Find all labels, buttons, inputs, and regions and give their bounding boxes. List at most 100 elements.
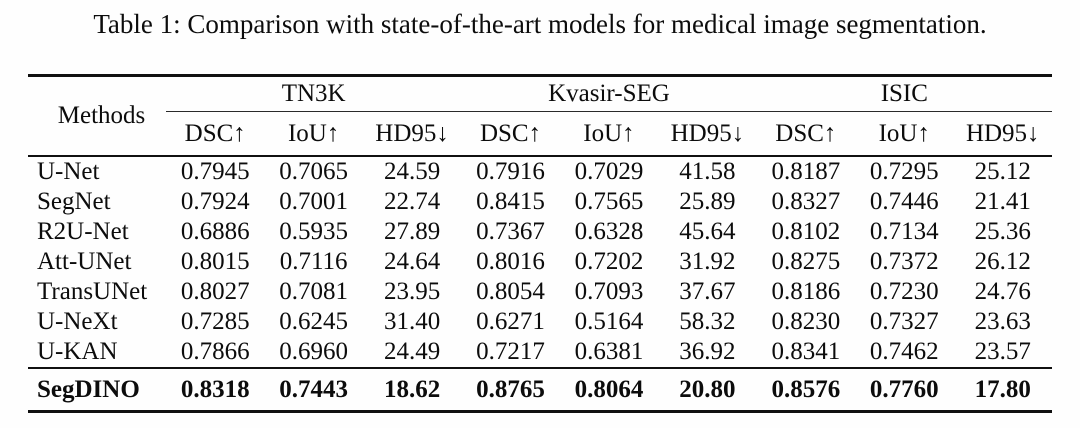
value-cell: 21.41 bbox=[974, 188, 1031, 215]
methods-column-header: Methods bbox=[28, 74, 166, 157]
value-cell: 0.7093 bbox=[574, 278, 644, 305]
method-cell: U-NeXt bbox=[37, 308, 118, 335]
metric-header: IoU↑ bbox=[855, 111, 954, 157]
value-cell: 0.6886 bbox=[180, 218, 250, 245]
value-cell: 20.80 bbox=[658, 367, 757, 413]
value-cell: 0.7367 bbox=[476, 218, 545, 245]
value-cell: 0.8576 bbox=[756, 367, 856, 413]
value-cell: 0.8102 bbox=[771, 218, 841, 245]
value-cell: 0.7327 bbox=[869, 308, 939, 335]
value-cell: 0.8027 bbox=[180, 278, 250, 305]
value-cell: 0.7446 bbox=[869, 188, 939, 215]
value-cell: 0.6328 bbox=[574, 218, 644, 245]
value-cell: 0.7285 bbox=[180, 308, 250, 335]
value-cell: 0.8230 bbox=[771, 308, 841, 335]
value-cell: 23.57 bbox=[974, 338, 1031, 365]
group-header-tn3k: TN3K bbox=[166, 74, 462, 112]
table-row: Att-UNet 0.8015 0.7116 24.64 0.8016 0.7202 31.… bbox=[28, 247, 1052, 277]
value-cell: 0.7029 bbox=[574, 158, 644, 185]
value-cell: 45.64 bbox=[679, 218, 736, 245]
value-cell: 0.7081 bbox=[279, 278, 349, 305]
value-cell: 41.58 bbox=[679, 158, 736, 185]
value-cell: 0.8186 bbox=[771, 278, 841, 305]
metric-header: DSC↑ bbox=[756, 111, 856, 157]
value-cell: 0.7443 bbox=[264, 367, 363, 413]
value-cell: 24.49 bbox=[383, 338, 441, 365]
group-header-isic: ISIC bbox=[756, 74, 1052, 112]
value-cell: 0.5164 bbox=[574, 308, 644, 335]
value-cell: 0.7565 bbox=[574, 188, 644, 215]
table-body: U-Net 0.7945 0.7065 24.59 0.7916 0.7029 41.58 0… bbox=[28, 156, 1052, 413]
metric-header: HD95↓ bbox=[953, 111, 1052, 157]
value-cell: 0.8327 bbox=[771, 188, 841, 215]
metric-header-row: DSC↑ IoU↑ HD95↓ DSC↑ IoU↑ HD95↓ DSC↑ IoU… bbox=[28, 111, 1052, 157]
results-table: Methods TN3K Kvasir-SEG ISIC DSC↑ IoU↑ H… bbox=[28, 74, 1052, 413]
table-row: R2U-Net 0.6886 0.5935 27.89 0.7367 0.6328 45.6… bbox=[28, 217, 1052, 247]
value-cell: 0.7295 bbox=[869, 158, 939, 185]
method-cell: SegNet bbox=[37, 188, 111, 215]
table-caption: Table 1: Comparison with state-of-the-ar… bbox=[93, 9, 987, 39]
value-cell: 26.12 bbox=[974, 248, 1031, 275]
metric-header: IoU↑ bbox=[264, 111, 363, 157]
value-cell: 0.7924 bbox=[180, 188, 250, 215]
value-cell: 0.8016 bbox=[476, 248, 545, 275]
value-cell: 0.6271 bbox=[476, 308, 545, 335]
value-cell: 17.80 bbox=[953, 367, 1052, 413]
method-cell: TransUNet bbox=[37, 278, 148, 305]
table-row: SegNet 0.7924 0.7001 22.74 0.8415 0.7565 25.89… bbox=[28, 187, 1052, 217]
value-cell: 0.8015 bbox=[180, 248, 250, 275]
value-cell: 0.7001 bbox=[279, 188, 349, 215]
table-row: U-Net 0.7945 0.7065 24.59 0.7916 0.7029 41.58 0… bbox=[28, 156, 1052, 187]
value-cell: 58.32 bbox=[679, 308, 736, 335]
table-row: U-NeXt 0.7285 0.6245 31.40 0.6271 0.5164 58.32… bbox=[28, 307, 1052, 337]
value-cell: 0.8765 bbox=[461, 367, 560, 413]
value-cell: 0.6245 bbox=[279, 308, 349, 335]
value-cell: 0.7866 bbox=[180, 338, 250, 365]
value-cell: 24.59 bbox=[383, 158, 441, 185]
value-cell: 0.7916 bbox=[476, 158, 545, 185]
table-header: Methods TN3K Kvasir-SEG ISIC DSC↑ IoU↑ H… bbox=[28, 74, 1052, 157]
value-cell: 0.7945 bbox=[180, 158, 250, 185]
value-cell: 0.8064 bbox=[559, 367, 659, 413]
value-cell: 0.5935 bbox=[279, 218, 349, 245]
table-row: U-KAN 0.7866 0.6960 24.49 0.7217 0.6381 36.92 0… bbox=[28, 337, 1052, 368]
value-cell: 25.89 bbox=[679, 188, 736, 215]
value-cell: 22.74 bbox=[383, 188, 441, 215]
value-cell: 0.6960 bbox=[279, 338, 349, 365]
value-cell: 25.12 bbox=[974, 158, 1031, 185]
metric-header: IoU↑ bbox=[559, 111, 659, 157]
metric-header: HD95↓ bbox=[362, 111, 462, 157]
paper-table-figure: Table 1: Comparison with state-of-the-ar… bbox=[0, 8, 1080, 413]
metric-header: DSC↑ bbox=[461, 111, 560, 157]
value-cell: 0.7116 bbox=[279, 248, 348, 275]
value-cell: 25.36 bbox=[974, 218, 1031, 245]
value-cell: 36.92 bbox=[679, 338, 736, 365]
value-cell: 0.6381 bbox=[574, 338, 644, 365]
metric-header: HD95↓ bbox=[658, 111, 757, 157]
table-row: TransUNet 0.8027 0.7081 23.95 0.8054 0.7093 37… bbox=[28, 277, 1052, 307]
value-cell: 0.7217 bbox=[476, 338, 545, 365]
metric-header: DSC↑ bbox=[166, 111, 265, 157]
value-cell: 23.95 bbox=[383, 278, 441, 305]
value-cell: 0.8187 bbox=[771, 158, 841, 185]
value-cell: 24.64 bbox=[383, 248, 441, 275]
value-cell: 31.40 bbox=[383, 308, 441, 335]
value-cell: 0.7230 bbox=[869, 278, 939, 305]
method-cell: U-Net bbox=[37, 158, 100, 185]
table-row: SegDINO 0.8318 0.7443 18.62 0.8765 0.8064 20.8… bbox=[28, 367, 1052, 413]
value-cell: 0.8415 bbox=[476, 188, 545, 215]
method-cell: SegDINO bbox=[28, 367, 166, 413]
value-cell: 0.8318 bbox=[166, 367, 265, 413]
value-cell: 0.7202 bbox=[574, 248, 644, 275]
value-cell: 27.89 bbox=[383, 218, 441, 245]
value-cell: 0.8341 bbox=[771, 338, 841, 365]
value-cell: 24.76 bbox=[974, 278, 1031, 305]
value-cell: 31.92 bbox=[679, 248, 736, 275]
method-cell: R2U-Net bbox=[37, 218, 129, 245]
value-cell: 0.7134 bbox=[869, 218, 939, 245]
method-cell: U-KAN bbox=[37, 338, 118, 365]
value-cell: 37.67 bbox=[679, 278, 736, 305]
value-cell: 0.7760 bbox=[855, 367, 954, 413]
value-cell: 0.8054 bbox=[476, 278, 545, 305]
value-cell: 0.8275 bbox=[771, 248, 841, 275]
